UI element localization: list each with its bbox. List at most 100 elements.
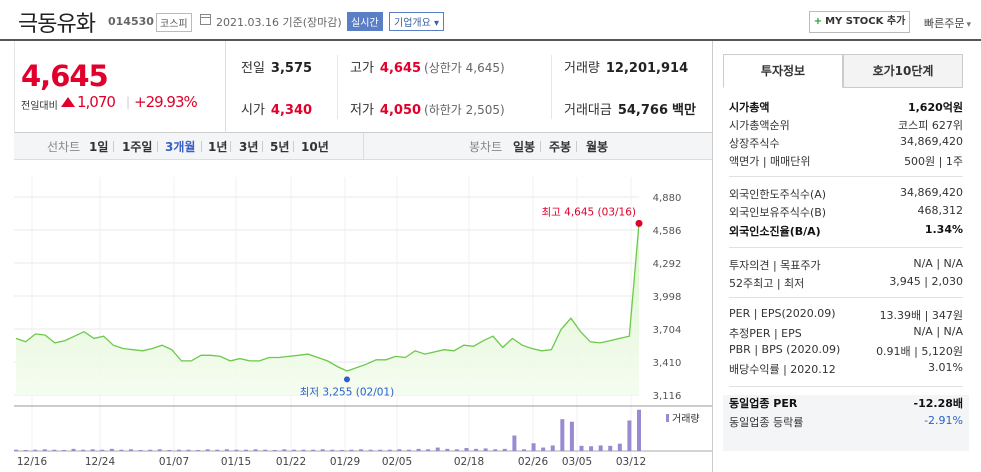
tab-daily[interactable]: 일봉 xyxy=(513,140,536,154)
volume-bar xyxy=(186,449,191,451)
tab-1y[interactable]: 1년 xyxy=(208,140,228,154)
price-tick-label: 3,116 xyxy=(653,391,682,402)
tab-3y[interactable]: 3년 xyxy=(239,140,259,154)
tab-1d[interactable]: 1일 xyxy=(89,140,109,154)
volume-bar xyxy=(474,448,479,451)
live-button[interactable]: 실시간 xyxy=(347,12,383,31)
volume-bar xyxy=(301,449,306,451)
stock-name: 극동유화 xyxy=(18,12,96,37)
candle-chart-label: 봉차트 xyxy=(469,140,503,154)
info-row-value: N/A | N/A xyxy=(913,325,963,338)
tab-3m[interactable]: 3개월 xyxy=(165,140,196,154)
quick-order-button[interactable]: 빠른주문 xyxy=(924,15,971,31)
volume: 거래량 12,201,914 xyxy=(564,61,689,76)
stock-header: 극동유화 014530 코스피 2021.03.16 기준(장마감) 실시간 기… xyxy=(0,0,981,41)
volume-bar xyxy=(627,420,632,451)
tab-divider xyxy=(113,141,114,152)
volume-legend-swatch xyxy=(666,414,669,422)
tab-5y[interactable]: 5년 xyxy=(270,140,290,154)
info-row-label: 동일업종 PER xyxy=(729,397,798,410)
tab-divider xyxy=(201,141,202,152)
column-divider xyxy=(551,55,552,119)
volume-bar xyxy=(205,449,210,451)
info-row: 외국인소진율(B/A) 1.34% xyxy=(729,223,963,241)
volume-bar xyxy=(215,449,220,451)
info-row-value: 0.91배 | 5,120원 xyxy=(876,345,963,358)
calendar-icon xyxy=(200,14,211,25)
info-row: 투자의견 | 목표주가 N/A | N/A xyxy=(729,257,963,275)
date-tick-label: 02/26 xyxy=(518,456,549,468)
tab-1w[interactable]: 1주일 xyxy=(122,140,153,154)
volume-bar xyxy=(14,449,18,451)
tab-invest-info[interactable]: 투자정보 xyxy=(723,54,843,88)
date-tick-label: 01/15 xyxy=(221,456,251,468)
tab-weekly[interactable]: 주봉 xyxy=(549,140,572,154)
chart-period-tabs: 선차트 1일 1주일 3개월 1년 3년 5년 10년 봉차트 일봉 주봉 월봉 xyxy=(14,133,712,160)
volume-bar xyxy=(81,449,86,451)
price-tick-label: 3,410 xyxy=(653,358,682,369)
trade-amount: 거래대금 54,766 백만 xyxy=(564,103,696,118)
info-row: PER | EPS(2020.09) 13.39배 | 347원 xyxy=(729,307,963,325)
date-tick-label: 12/24 xyxy=(85,456,116,468)
price-chart[interactable]: 4,880 4,586 4,292 3,998 3,704 3,410 3,116 최고 4,… xyxy=(14,160,712,472)
volume-bar xyxy=(531,443,536,451)
tab-10y[interactable]: 10년 xyxy=(301,140,329,154)
price-tick-label: 4,880 xyxy=(653,193,682,204)
info-row-label: 동일업종 등락률 xyxy=(729,416,804,429)
info-row: 추정PER | EPS N/A | N/A xyxy=(729,325,963,343)
my-stock-label: MY STOCK 추가 xyxy=(825,16,906,27)
my-stock-add-button[interactable]: + MY STOCK 추가 xyxy=(809,11,910,33)
info-row-label: 외국인소진율(B/A) xyxy=(729,225,821,238)
info-row: 외국인보유주식수(B) 468,312 xyxy=(729,204,963,222)
volume-bar xyxy=(52,449,57,451)
volume-bar xyxy=(320,449,325,451)
price-summary: 4,645 전일대비 1,070 | +29.93% 전일 3,575 시가 4,3… xyxy=(14,41,712,133)
volume-bar xyxy=(349,449,354,451)
row-divider xyxy=(729,386,963,387)
volume-bar xyxy=(426,449,431,451)
company-info-dropdown[interactable]: 기업개요 ▾ xyxy=(389,12,445,31)
volume-bar xyxy=(579,445,584,451)
volume-bar xyxy=(502,448,507,451)
row-divider xyxy=(729,297,963,298)
tab-divider xyxy=(230,141,231,152)
volume-bar xyxy=(589,446,594,451)
info-row-label: 시가총액순위 xyxy=(729,119,790,132)
info-row: 동일업종 등락률 -2.91% xyxy=(729,414,963,432)
info-row-value: 468,312 xyxy=(917,204,964,217)
change-percent: +29.93% xyxy=(134,93,198,111)
volume-bar xyxy=(435,447,440,451)
volume-bar xyxy=(454,449,459,451)
info-row-label: 배당수익률 | 2020.12 xyxy=(729,363,836,376)
high-annotation: 최고 4,645 (03/16) xyxy=(541,206,636,218)
volume-bar xyxy=(339,450,344,451)
info-row-value: N/A | N/A xyxy=(913,257,963,270)
volume-bar xyxy=(521,449,526,451)
volume-bar xyxy=(244,449,249,451)
info-row-label: 외국인한도주식수(A) xyxy=(729,188,827,201)
stock-code: 014530 xyxy=(108,15,154,28)
volume-bar xyxy=(416,448,421,451)
chevron-down-icon: ▾ xyxy=(430,18,440,29)
volume-bar xyxy=(148,449,153,451)
volume-bar xyxy=(224,449,229,451)
investment-info-panel: 투자정보 호가10단계 시가총액 1,620억원 시가총액순위 코스피 627위 상장주… xyxy=(712,41,981,472)
base-date: 2021.03.16 기준(장마감) xyxy=(216,16,342,29)
price-tick-label: 4,292 xyxy=(653,259,682,270)
info-row: PBR | BPS (2020.09) 0.91배 | 5,120원 xyxy=(729,343,963,361)
price-area-fill xyxy=(16,223,639,395)
volume-bar xyxy=(368,449,373,451)
tab-monthly[interactable]: 월봉 xyxy=(586,140,609,154)
market-badge: 코스피 xyxy=(156,13,192,32)
info-row: 상장주식수 34,869,420 xyxy=(729,135,963,153)
volume-bar xyxy=(608,445,613,451)
volume-bar xyxy=(23,450,28,451)
info-row-label: PBR | BPS (2020.09) xyxy=(729,343,841,356)
volume-bar xyxy=(109,448,114,451)
volume-bar xyxy=(167,450,172,451)
high-price: 고가 4,645 (상한가 4,645) xyxy=(350,61,505,76)
volume-bar xyxy=(119,449,124,451)
tab-orderbook[interactable]: 호가10단계 xyxy=(843,54,963,88)
tab-divider xyxy=(576,141,577,152)
company-info-label: 기업개요 xyxy=(394,18,431,29)
